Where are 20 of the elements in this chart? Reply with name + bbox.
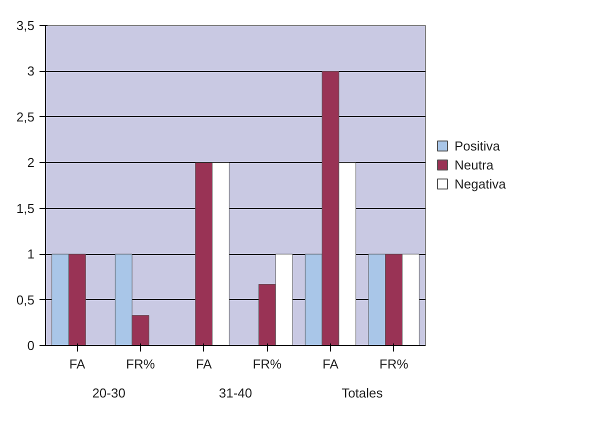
text: 20-30 [92, 386, 126, 400]
y-tick-label: 3,5 [16, 18, 35, 33]
y-tick-label: 1,5 [16, 200, 35, 216]
y-tick-label: 0 [27, 338, 35, 353]
x-tick-label: FR% [379, 356, 409, 372]
legend-label: Positiva [454, 138, 501, 154]
text: Totales [342, 386, 384, 400]
text: 31-40 [218, 386, 252, 400]
x-tick-label: FR% [126, 356, 156, 372]
y-tick-label: 2 [27, 155, 35, 170]
x-tick-label: FA [69, 356, 86, 372]
x-tick-label: FA [322, 356, 339, 372]
y-tick-label: 3 [27, 64, 35, 79]
x-tick-label: FR% [252, 356, 282, 372]
legend-label: Negativa [454, 176, 507, 192]
legend-label: Neutra [454, 157, 494, 172]
y-tick-label: 0,5 [16, 292, 35, 308]
y-tick-label: 1 [27, 246, 35, 262]
y-tick-label: 2,5 [16, 109, 35, 124]
x-tick-label: FA [196, 356, 212, 372]
